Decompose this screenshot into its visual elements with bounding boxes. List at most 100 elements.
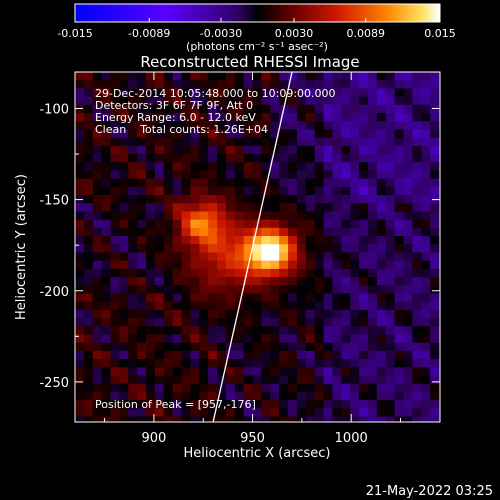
heatmap-cell	[421, 121, 431, 131]
heatmap-cell	[279, 326, 289, 336]
heatmap-cell	[421, 285, 431, 295]
heatmap-cell	[412, 293, 422, 303]
heatmap-cell	[252, 334, 263, 344]
heatmap-cell	[225, 367, 236, 377]
heatmap-cell	[252, 400, 263, 409]
heatmap-cell	[128, 244, 138, 254]
heatmap-cell	[172, 301, 183, 311]
heatmap-cell	[367, 162, 378, 172]
heatmap-cell	[430, 350, 440, 360]
heatmap-cell	[385, 375, 396, 385]
heatmap-cell	[314, 277, 325, 286]
heatmap-cell	[208, 170, 218, 180]
heatmap-cell	[270, 129, 280, 139]
heatmap-cell	[279, 268, 289, 278]
heatmap-cell	[208, 227, 218, 237]
heatmap-cell	[270, 383, 280, 393]
heatmap-cell	[403, 318, 413, 327]
heatmap-cell	[190, 375, 200, 385]
heatmap-cell	[217, 219, 227, 229]
heatmap-cell	[154, 359, 165, 368]
heatmap-cell	[412, 400, 422, 409]
heatmap-cell	[119, 326, 129, 336]
heatmap-cell	[217, 137, 227, 147]
heatmap-cell	[296, 375, 307, 385]
heatmap-cell	[252, 260, 263, 270]
heatmap-cell	[376, 293, 387, 303]
heatmap-cell	[83, 236, 94, 245]
heatmap-cell	[190, 277, 200, 286]
heatmap-cell	[146, 416, 156, 422]
heatmap-cell	[119, 400, 129, 409]
heatmap-cell	[92, 154, 103, 163]
heatmap-cell	[172, 367, 183, 377]
heatmap-cell	[225, 113, 236, 122]
heatmap-cell	[181, 227, 192, 237]
heatmap-cell	[172, 293, 183, 303]
heatmap-cell	[137, 408, 147, 418]
heatmap-cell	[421, 88, 431, 98]
heatmap-cell	[83, 285, 94, 295]
heatmap-cell	[288, 268, 298, 278]
heatmap-cell	[296, 342, 307, 352]
heatmap-cell	[350, 80, 360, 89]
heatmap-cell	[270, 350, 280, 360]
heatmap-cell	[110, 268, 120, 278]
heatmap-cell	[172, 203, 183, 213]
heatmap-cell	[199, 219, 209, 229]
heatmap-cell	[305, 96, 316, 106]
heatmap-cell	[314, 137, 325, 147]
heatmap-cell	[323, 104, 334, 114]
heatmap-cell	[305, 145, 316, 155]
heatmap-cell	[234, 244, 245, 254]
heatmap-cell	[367, 293, 378, 303]
heatmap-cell	[110, 113, 120, 122]
heatmap-cell	[208, 268, 218, 278]
heatmap-cell	[367, 342, 378, 352]
heatmap-cell	[350, 186, 360, 196]
heatmap-cell	[421, 408, 431, 418]
heatmap-cell	[261, 129, 271, 139]
heatmap-cell	[243, 350, 254, 360]
heatmap-cell	[234, 350, 245, 360]
heatmap-cell	[92, 342, 103, 352]
heatmap-cell	[146, 400, 156, 409]
heatmap-cell	[119, 186, 129, 196]
heatmap-cell	[332, 260, 342, 270]
heatmap-cell	[172, 260, 183, 270]
heatmap-cell	[332, 400, 342, 409]
heatmap-cell	[261, 252, 271, 262]
heatmap-cell	[341, 244, 351, 254]
heatmap-cell	[137, 154, 147, 163]
heatmap-cell	[137, 285, 147, 295]
heatmap-cell	[208, 244, 218, 254]
heatmap-cell	[225, 359, 236, 368]
heatmap-cell	[225, 137, 236, 147]
heatmap-cell	[270, 359, 280, 368]
heatmap-cell	[367, 334, 378, 344]
heatmap-cell	[403, 178, 413, 188]
heatmap-cell	[288, 334, 298, 344]
heatmap-cell	[163, 236, 174, 245]
heatmap-cell	[350, 326, 360, 336]
heatmap-cell	[75, 227, 85, 237]
heatmap-cell	[350, 244, 360, 254]
heatmap-cell	[234, 129, 245, 139]
heatmap-cell	[314, 113, 325, 122]
heatmap-cell	[181, 342, 192, 352]
heatmap-cell	[421, 400, 431, 409]
heatmap-cell	[341, 309, 351, 319]
heatmap-cell	[146, 244, 156, 254]
heatmap-cell	[101, 80, 112, 89]
heatmap-cell	[314, 80, 325, 89]
heatmap-cell	[261, 416, 271, 422]
heatmap-cell	[154, 170, 165, 180]
heatmap-cell	[243, 244, 254, 254]
heatmap-cell	[154, 195, 165, 204]
heatmap-cell	[385, 260, 396, 270]
heatmap-cell	[412, 277, 422, 286]
heatmap-cell	[332, 334, 342, 344]
colorbar-tick-label: -0.0030	[200, 27, 242, 40]
heatmap-cell	[430, 293, 440, 303]
